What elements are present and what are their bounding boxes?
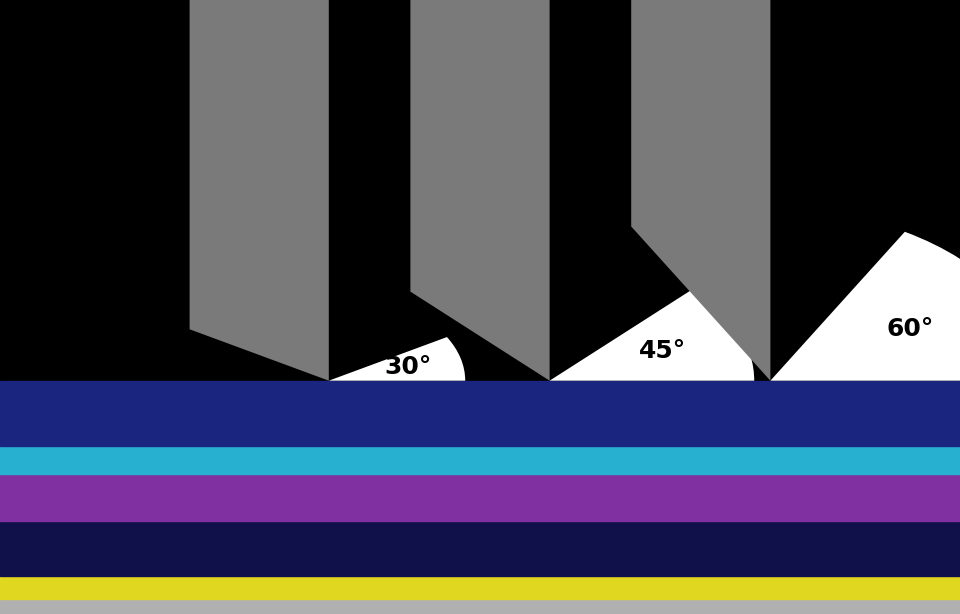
Bar: [0, 381, 960, 446]
Bar: [0, 473, 960, 521]
Polygon shape: [632, 0, 770, 381]
Bar: [0, 599, 960, 614]
Wedge shape: [328, 337, 466, 381]
Text: 60°: 60°: [886, 317, 934, 341]
Wedge shape: [770, 232, 960, 381]
Polygon shape: [411, 0, 549, 381]
Bar: [0, 446, 960, 473]
Polygon shape: [190, 0, 328, 381]
Bar: [0, 521, 960, 577]
Text: 30°: 30°: [384, 355, 432, 379]
Wedge shape: [549, 288, 755, 381]
Bar: [0, 577, 960, 599]
Text: 45°: 45°: [639, 339, 686, 363]
